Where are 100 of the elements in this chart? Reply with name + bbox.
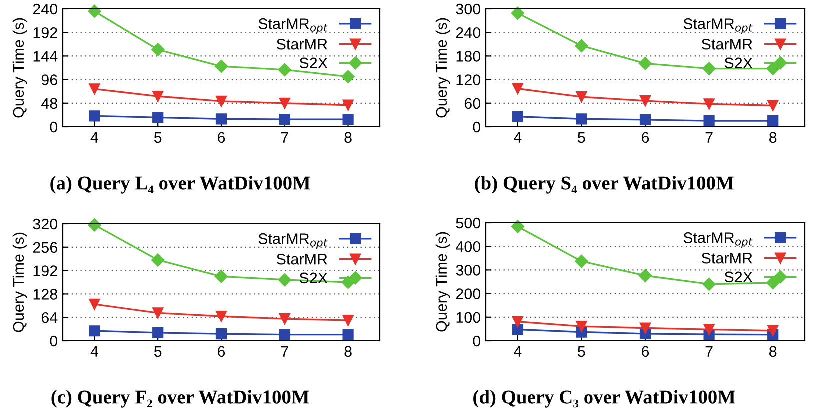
text: (d) Query C₃ over WatDiv100M	[474, 390, 736, 408]
y-tick-label: 180	[456, 51, 481, 62]
y-tick-label: 0	[473, 122, 481, 133]
point	[89, 298, 100, 310]
x-tick-label: 4	[514, 346, 522, 357]
y-tick-label: 144	[34, 51, 58, 62]
legend-label: S2X	[724, 58, 753, 69]
point	[640, 322, 652, 334]
point	[216, 96, 228, 107]
point	[342, 70, 355, 84]
point	[278, 273, 292, 287]
point	[342, 114, 354, 126]
point	[279, 114, 290, 126]
legend-label: StarMR$_{opt}$	[258, 234, 328, 249]
y-tick-label: 240	[33, 4, 58, 15]
x-tick-label: 5	[154, 132, 162, 144]
x-tick-label: 8	[344, 132, 352, 144]
x-tick-label: 7	[281, 346, 288, 357]
point	[214, 270, 228, 284]
x-tick-label: 5	[578, 346, 586, 358]
point	[638, 269, 652, 282]
x-tick-label: 4	[514, 132, 522, 143]
point	[88, 4, 102, 18]
y-axis-title: Query Time (s)	[436, 18, 450, 118]
y-tick-label: 120	[456, 74, 481, 86]
y-tick-label: 500	[456, 218, 481, 229]
text: (b) Query S₄ over WatDiv100M	[475, 176, 734, 194]
legend-label: StarMR$_{opt}$	[684, 18, 753, 34]
legend-label: S2X	[300, 58, 328, 69]
point	[279, 314, 290, 325]
point	[512, 83, 524, 94]
x-tick-label: 4	[90, 346, 98, 357]
text: (a) Query L₄ over WatDiv100M	[50, 176, 310, 194]
y-tick-label: 96	[42, 74, 58, 86]
x-tick-label: 4	[90, 132, 98, 143]
x-tick-label: 8	[770, 132, 777, 144]
x-tick-label: 6	[218, 132, 226, 144]
point	[152, 112, 164, 124]
point	[342, 329, 354, 340]
legend-label: StarMR$_{opt}$	[684, 232, 753, 248]
point	[704, 116, 715, 127]
x-tick-label: 5	[578, 132, 586, 144]
y-tick-label: 192	[34, 27, 58, 38]
legend-label: StarMR	[702, 252, 752, 264]
y-axis-title: Query Time (s)	[436, 232, 450, 332]
y-tick-label: 48	[42, 98, 58, 110]
point	[576, 114, 588, 125]
point	[640, 95, 652, 107]
point	[512, 324, 524, 336]
point	[768, 100, 779, 112]
point	[278, 63, 292, 77]
point	[640, 114, 652, 126]
legend-label: StarMR	[276, 38, 328, 50]
y-tick-label: 300	[456, 265, 481, 276]
point	[704, 98, 715, 110]
y-axis-title: Query Time (s)	[12, 232, 28, 332]
y-tick-label: 240	[456, 27, 481, 38]
point	[89, 84, 100, 95]
point	[512, 111, 524, 122]
legend-label: StarMR	[276, 254, 328, 265]
point	[768, 116, 779, 127]
x-tick-label: 6	[642, 132, 650, 144]
point	[704, 324, 715, 336]
x-tick-label: 5	[154, 346, 162, 358]
y-tick-label: 100	[456, 312, 481, 324]
point	[152, 327, 164, 339]
x-tick-label: 7	[706, 132, 713, 143]
point	[638, 57, 652, 70]
y-tick-label: 0	[50, 336, 58, 347]
point	[152, 90, 164, 102]
point	[511, 220, 524, 234]
point	[576, 321, 588, 332]
legend-label: StarMR	[702, 38, 752, 50]
y-tick-label: 0	[473, 336, 481, 347]
y-tick-label: 64	[42, 312, 58, 324]
point	[768, 325, 779, 336]
point	[575, 39, 588, 53]
point	[216, 328, 228, 340]
legend-label: StarMR$_{opt}$	[258, 18, 328, 34]
y-tick-label: 128	[34, 289, 58, 300]
point	[216, 114, 228, 125]
point	[766, 276, 780, 290]
point	[216, 310, 228, 322]
y-tick-label: 192	[34, 266, 58, 276]
y-tick-label: 200	[456, 288, 481, 300]
point	[702, 278, 716, 291]
x-tick-label: 7	[706, 346, 713, 357]
point	[279, 329, 290, 340]
y-tick-label: 256	[33, 242, 58, 254]
y-tick-label: 320	[33, 218, 58, 230]
point	[152, 43, 165, 56]
legend-label: S2X	[724, 272, 753, 283]
point	[702, 62, 716, 76]
point	[512, 316, 524, 328]
y-tick-label: 0	[50, 122, 58, 133]
x-tick-label: 8	[344, 346, 352, 358]
y-axis-title: Query Time (s)	[12, 18, 28, 118]
point	[89, 110, 100, 122]
x-tick-label: 6	[218, 346, 226, 358]
y-tick-label: 300	[456, 4, 481, 15]
